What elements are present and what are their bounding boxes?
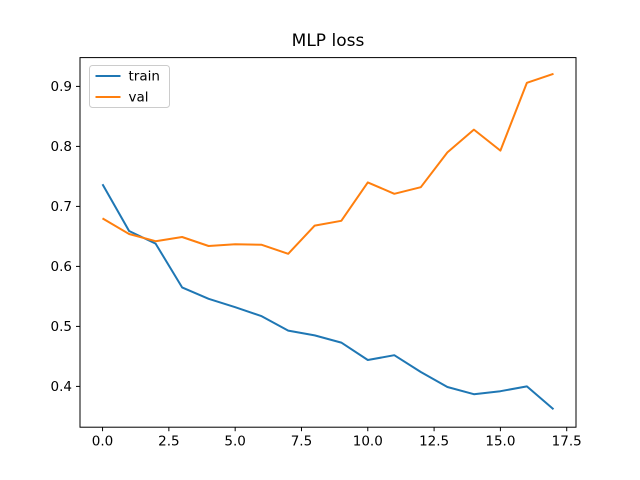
y-tick-label: 0.9 [51,79,72,95]
plot-frame [79,57,577,428]
x-tick-label: 10.0 [353,434,383,450]
chart-title: MLP loss [292,31,365,51]
val-line [101,72,554,255]
y-tick-label: 0.8 [51,139,72,155]
x-tick-label: 12.5 [419,434,449,450]
plot-area: 0.0 2.5 5.0 7.5 10.0 12.5 15.0 17.5 0.4 0.5 0.6 0.7… [51,57,582,450]
x-tick-label: 2.5 [158,434,179,450]
legend-label-val: val [129,90,149,106]
x-tick-label: 17.5 [552,434,582,450]
y-tick-label: 0.6 [51,259,72,275]
y-tick-label: 0.5 [51,319,72,335]
x-tick-label: 7.5 [291,434,312,450]
legend-label-train: train [129,69,160,85]
y-tick-label: 0.4 [51,379,72,395]
legend: train val [89,65,170,108]
y-tick-label: 0.7 [51,199,72,215]
x-tick-label: 0.0 [92,434,113,450]
x-tick-label: 15.0 [485,434,515,450]
train-line [101,183,555,410]
x-tick-label: 5.0 [224,434,245,450]
